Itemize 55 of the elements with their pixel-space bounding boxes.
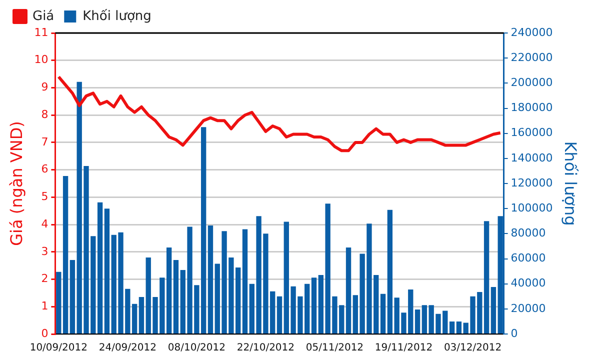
y-tick-label: 5 (41, 190, 48, 204)
bar (346, 247, 352, 334)
y-tick-label: 3 (41, 244, 48, 258)
y2-tick-label: 140000 (510, 151, 553, 164)
y-tick-label: 11 (34, 26, 48, 39)
y2-tick-label: 120000 (510, 176, 553, 190)
y-tick-label: 2 (41, 272, 48, 286)
bar (422, 305, 428, 334)
bar (242, 229, 248, 334)
x-tick-label: 05/11/2012 (306, 342, 364, 354)
x-tick-label: 22/10/2012 (236, 342, 295, 354)
bar (380, 294, 386, 334)
bar (62, 176, 68, 334)
x-tick-label: 19/11/2012 (374, 342, 433, 354)
bar (456, 321, 462, 334)
bar (56, 272, 62, 334)
bar (70, 260, 76, 334)
bar (208, 226, 214, 334)
x-tick-label: 08/10/2012 (168, 342, 226, 354)
y2-tick-label: 200000 (510, 76, 553, 90)
y2-tick-label: 100000 (510, 201, 553, 214)
y-tick-label: 6 (41, 162, 48, 176)
y2-tick-label: 240000 (510, 26, 553, 39)
bar (104, 208, 110, 334)
y-axis-title: Giá (ngàn VND) (6, 121, 26, 246)
y2-tick-label: 0 (510, 326, 518, 340)
y2-tick-label: 220000 (510, 50, 553, 64)
y-tick-label: 1 (41, 299, 48, 312)
y-tick-label: 4 (41, 217, 48, 230)
y2-tick-label: 80000 (510, 226, 546, 240)
y-tick-label: 9 (41, 80, 48, 94)
bar (414, 310, 420, 334)
legend-label: Giá (32, 8, 54, 24)
y2-tick-label: 20000 (510, 302, 546, 315)
bar (276, 296, 282, 334)
bar (484, 221, 490, 334)
x-tick-label: 24/09/2012 (98, 342, 156, 354)
y-tick-label: 10 (34, 53, 48, 66)
y2-axis-title: Khối lượng (561, 141, 580, 226)
bar (173, 260, 179, 334)
x-tick-label: 10/09/2012 (30, 342, 88, 354)
y2-tick-label: 40000 (510, 276, 546, 290)
bar (138, 297, 144, 334)
bar (97, 202, 103, 334)
bar (311, 278, 317, 334)
x-tick-label: 03/12/2012 (444, 342, 502, 354)
y2-tick-label: 180000 (510, 101, 553, 114)
bar (449, 321, 455, 334)
legend-label: Khối lượng (82, 8, 152, 24)
bar (490, 286, 496, 334)
y2-tick-label: 160000 (510, 126, 553, 140)
y2-tick-label: 60000 (510, 252, 546, 265)
y-tick-label: 7 (41, 135, 48, 148)
y-tick-label: 0 (41, 326, 48, 340)
y-tick-label: 8 (41, 108, 48, 121)
